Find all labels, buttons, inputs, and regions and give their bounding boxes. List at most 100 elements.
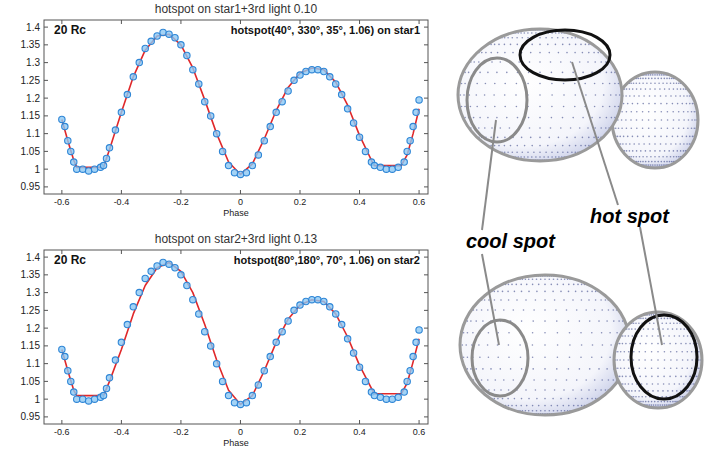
surface-dot: [627, 136, 629, 138]
surface-dot: [603, 94, 605, 96]
surface-dot: [463, 94, 465, 96]
surface-dot: [569, 44, 571, 46]
data-point: [106, 145, 112, 151]
surface-dot: [577, 284, 579, 286]
surface-dot: [543, 156, 545, 158]
surface-dot: [558, 52, 560, 54]
surface-dot: [528, 117, 530, 119]
surface-dot: [516, 299, 518, 301]
data-point: [327, 304, 333, 310]
surface-dot: [494, 389, 496, 391]
surface-dot: [522, 37, 524, 39]
surface-dot: [625, 119, 627, 121]
surface-dot: [647, 390, 649, 392]
data-point: [395, 164, 401, 170]
surface-dot: [560, 61, 562, 63]
surface-dot: [521, 137, 523, 139]
surface-dot: [640, 78, 642, 80]
data-point: [103, 155, 109, 161]
x-tick-label: -0.6: [54, 427, 70, 437]
surface-dot: [584, 83, 586, 85]
y-tick: [424, 27, 428, 28]
surface-dot: [633, 82, 635, 84]
x-tick-label: -0.2: [173, 197, 189, 207]
surface-dot: [532, 356, 534, 358]
surface-dot: [510, 44, 512, 46]
surface-dot: [646, 82, 648, 84]
surface-dot: [500, 389, 502, 391]
data-point: [213, 360, 219, 366]
surface-dot: [539, 83, 541, 85]
surface-dot: [485, 52, 487, 54]
surface-dot: [608, 379, 610, 381]
surface-dot: [591, 356, 593, 358]
surface-dot: [566, 379, 568, 381]
surface-dot: [696, 376, 698, 378]
surface-dot: [673, 150, 675, 152]
surface-dot: [581, 284, 583, 286]
data-point: [267, 353, 273, 359]
surface-dot: [536, 410, 538, 412]
data-point: [184, 282, 190, 288]
surface-dot: [551, 405, 553, 407]
surface-dot: [681, 368, 683, 370]
data-point: [410, 123, 416, 129]
y-tick: [44, 80, 48, 81]
surface-dot: [645, 161, 647, 163]
y-tick-label: 1.25: [21, 75, 41, 86]
data-point: [291, 307, 297, 313]
surface-dot: [670, 156, 672, 158]
surface-dot: [601, 379, 603, 381]
surface-dot: [508, 405, 510, 407]
surface-dot: [648, 78, 650, 80]
surface-dot: [544, 368, 546, 370]
figure: hotspot on star1+3rd light 0.10-0.6-0.4-…: [0, 0, 709, 459]
surface-dot: [651, 404, 653, 406]
surface-dot: [618, 128, 620, 130]
y-tick: [44, 345, 48, 346]
surface-dot: [473, 117, 475, 119]
x-tick-label: 0: [238, 197, 243, 207]
y-tick-label: 1.15: [21, 110, 41, 121]
y-tick-label: 0.95: [21, 181, 41, 192]
surface-dot: [588, 389, 590, 391]
surface-dot: [680, 328, 682, 330]
surface-dot: [646, 383, 648, 385]
surface-dot: [512, 52, 514, 54]
surface-dot: [638, 390, 640, 392]
surface-dot: [678, 128, 680, 130]
surface-dot: [473, 61, 475, 63]
cool-spot-label: cool spot: [466, 230, 556, 252]
surface-dot: [672, 328, 674, 330]
data-point: [190, 297, 196, 303]
surface-dot: [640, 161, 642, 163]
data-point: [118, 339, 124, 345]
surface-dot: [575, 44, 577, 46]
surface-dot: [557, 405, 559, 407]
surface-dot: [637, 136, 639, 138]
surface-dot: [649, 143, 651, 145]
surface-dot: [504, 151, 506, 153]
surface-dot: [580, 332, 582, 334]
surface-dot: [636, 128, 638, 130]
surface-dot: [639, 156, 641, 158]
leader-line: [640, 227, 662, 345]
surface-dot: [498, 145, 500, 147]
y-tick: [44, 274, 48, 275]
y-tick: [44, 98, 48, 99]
surface-dot: [579, 320, 581, 322]
surface-dot: [670, 143, 672, 145]
surface-dot: [519, 344, 521, 346]
surface-dot: [649, 150, 651, 152]
surface-dot: [682, 396, 684, 398]
data-point: [285, 88, 291, 94]
surface-dot: [558, 32, 560, 34]
surface-dot: [609, 332, 611, 334]
surface-dot: [560, 127, 562, 129]
data-point: [327, 74, 333, 80]
surface-dot: [487, 72, 489, 74]
surface-dot: [634, 328, 636, 330]
surface-dot: [633, 322, 635, 324]
surface-dot: [532, 278, 534, 280]
surface-dot: [487, 379, 489, 381]
